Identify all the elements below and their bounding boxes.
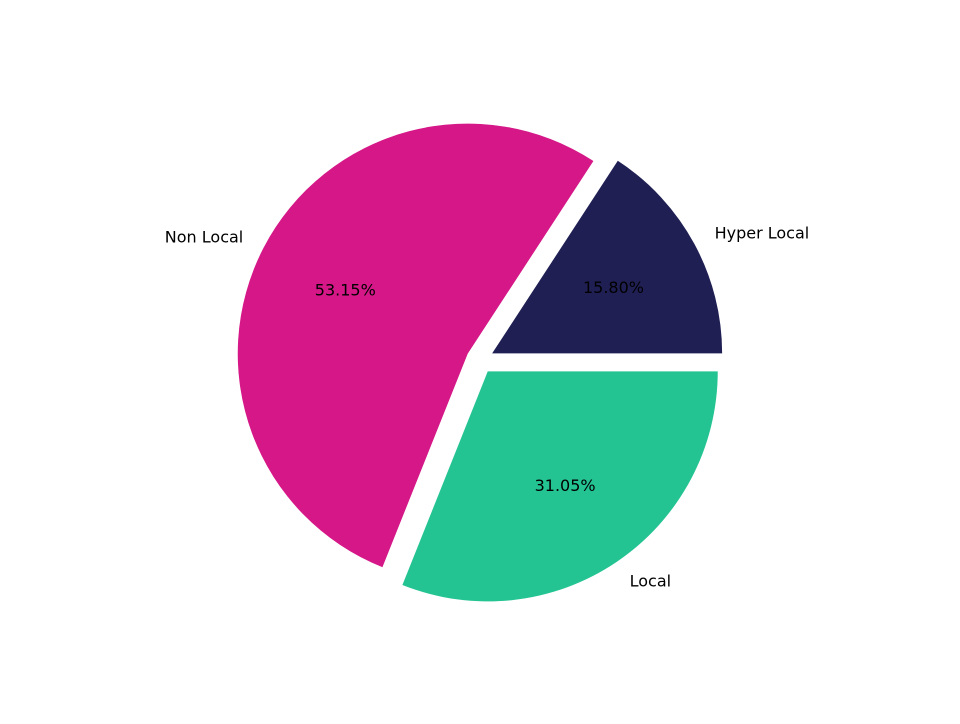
slice-percent-label: 31.05%: [535, 476, 596, 495]
pie-slice-hyper-local: [492, 160, 723, 354]
slice-category-label: Non Local: [165, 228, 243, 247]
pie-slice-local: [402, 371, 718, 602]
slice-category-label: Local: [630, 571, 671, 590]
pie-slice-non-local: [237, 123, 594, 568]
slice-category-label: Hyper Local: [715, 223, 810, 242]
labels-layer: 15.80% Hyper Local 53.15% Non Local 31.05% Lo…: [165, 223, 809, 590]
slice-percent-label: 53.15%: [315, 281, 376, 300]
slices-layer: [237, 123, 723, 602]
slice-percent-label: 15.80%: [583, 278, 644, 297]
